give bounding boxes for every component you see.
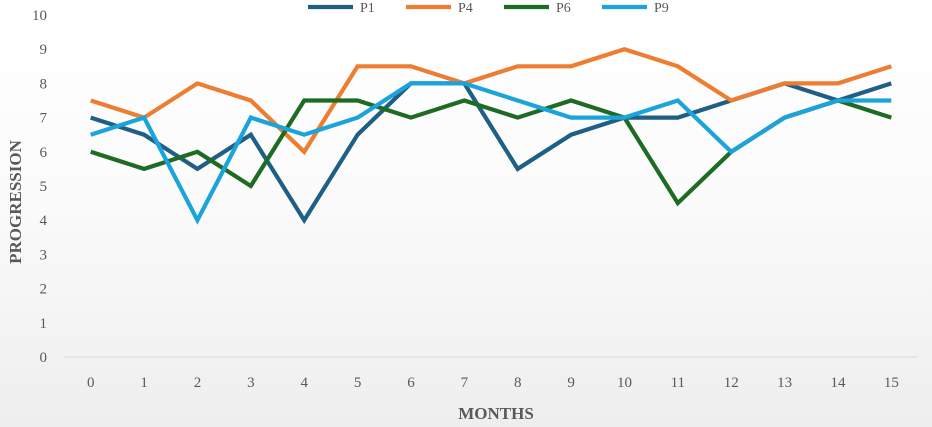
x-tick-label: 12: [724, 375, 739, 391]
y-tick-label: 9: [40, 42, 48, 58]
legend-label-p9: P9: [654, 1, 669, 16]
x-tick-label: 6: [407, 375, 415, 391]
x-tick-label: 1: [140, 375, 148, 391]
y-tick-label: 8: [40, 76, 48, 92]
y-tick-label: 4: [40, 213, 48, 229]
x-axis-ticks: 0 1 2 3 4 5 6 7 8 9 10 11 12 13 14 15: [87, 375, 899, 391]
x-tick-label: 0: [87, 375, 95, 391]
x-tick-label: 14: [830, 375, 846, 391]
series-line-p6: [90, 98, 892, 207]
series-line-p9: [90, 81, 892, 225]
x-tick-label: 3: [247, 375, 255, 391]
legend: P1 P4 P6 P9: [308, 1, 669, 16]
x-tick-label: 9: [567, 375, 575, 391]
y-axis-ticks: 0 1 2 3 4 5 6 7 8 9 10: [32, 8, 48, 366]
y-tick-label: 1: [40, 316, 48, 332]
y-axis-title: PROGRESSION: [6, 139, 25, 263]
legend-label-p1: P1: [360, 1, 375, 16]
legend-label-p6: P6: [556, 1, 571, 16]
y-tick-label: 0: [40, 350, 48, 366]
x-tick-label: 10: [617, 375, 632, 391]
x-tick-label: 15: [884, 375, 899, 391]
x-tick-label: 8: [514, 375, 522, 391]
x-tick-label: 13: [777, 375, 792, 391]
x-tick-label: 11: [671, 375, 685, 391]
y-tick-label: 7: [40, 111, 48, 127]
series-line-p1: [90, 81, 892, 225]
y-tick-label: 10: [32, 8, 47, 24]
y-tick-label: 3: [40, 247, 48, 263]
y-tick-label: 2: [40, 282, 48, 298]
x-tick-label: 2: [194, 375, 202, 391]
y-tick-label: 5: [40, 179, 48, 195]
x-axis-title: MONTHS: [458, 404, 534, 423]
y-tick-label: 6: [40, 145, 48, 161]
legend-label-p4: P4: [458, 1, 473, 16]
x-tick-label: 4: [300, 375, 308, 391]
series-line-p4: [90, 46, 892, 156]
x-tick-label: 7: [461, 375, 469, 391]
x-tick-label: 5: [354, 375, 362, 391]
series-lines: [90, 46, 892, 225]
